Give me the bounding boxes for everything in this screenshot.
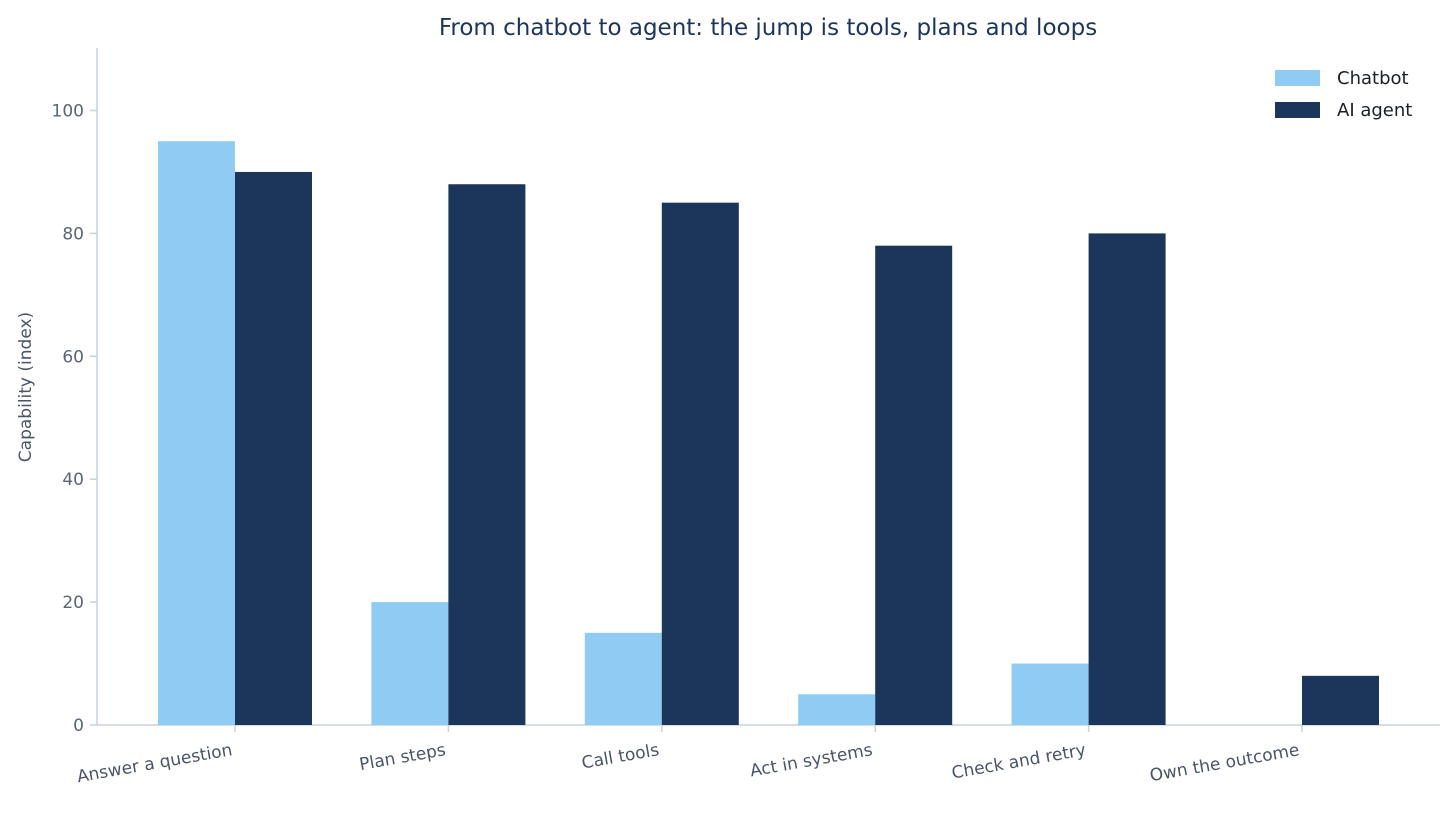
x-category-label: Check and retry xyxy=(950,740,1087,783)
bar-ai-agent-1 xyxy=(448,184,526,726)
bar-chatbot-3 xyxy=(798,694,876,725)
legend: Chatbot AI agent xyxy=(1275,68,1412,121)
bar-ai-agent-0 xyxy=(235,171,312,725)
y-axis-label: Capability (index) xyxy=(16,312,36,462)
legend-swatch-chatbot xyxy=(1275,70,1320,86)
x-category-label: Call tools xyxy=(580,740,661,773)
y-tick-label: 0 xyxy=(73,716,84,736)
bars-layer xyxy=(158,141,1379,726)
bar-chatbot-2 xyxy=(584,632,662,725)
y-tick-label: 60 xyxy=(62,347,84,367)
x-category-label: Plan steps xyxy=(358,740,447,775)
y-ticks-layer: 0 20 40 60 80 100 xyxy=(52,102,97,736)
legend-label-chatbot: Chatbot xyxy=(1337,68,1409,89)
bar-chatbot-1 xyxy=(371,602,449,725)
bar-ai-agent-5 xyxy=(1302,675,1379,725)
bar-ai-agent-3 xyxy=(875,245,953,725)
chart-title: From chatbot to agent: the jump is tools… xyxy=(439,15,1097,41)
x-category-label: Answer a question xyxy=(75,740,233,787)
bar-chatbot-4 xyxy=(1011,663,1089,725)
y-tick-label: 40 xyxy=(62,470,84,490)
legend-swatch-ai-agent xyxy=(1275,102,1320,118)
bar-ai-agent-4 xyxy=(1088,233,1166,725)
y-tick-label: 20 xyxy=(62,593,84,613)
bar-chatbot-0 xyxy=(158,141,235,726)
y-tick-label: 100 xyxy=(52,102,84,122)
bar-ai-agent-2 xyxy=(661,202,739,726)
y-tick-label: 80 xyxy=(62,224,84,244)
x-ticks-layer: Answer a question Plan steps Call tools Act… xyxy=(75,725,1303,787)
legend-label-ai-agent: AI agent xyxy=(1337,100,1412,121)
x-category-label: Own the outcome xyxy=(1148,740,1301,786)
x-category-label: Act in systems xyxy=(749,740,875,781)
